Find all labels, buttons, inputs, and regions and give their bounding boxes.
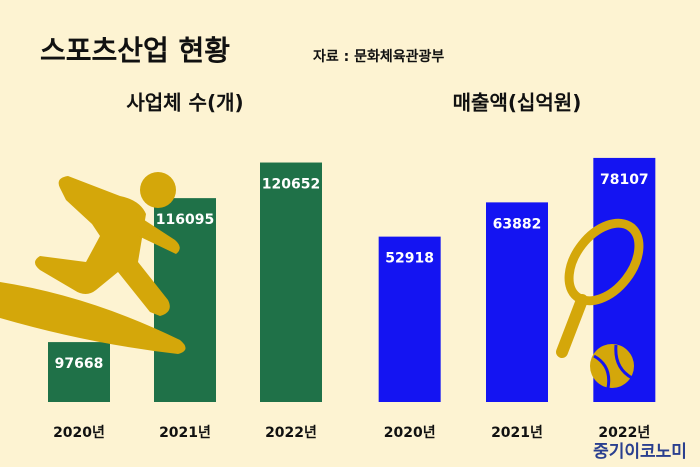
page-title: 스포츠산업 현황 [40, 34, 230, 67]
x-tick-label: 2021년 [491, 425, 543, 441]
bar [486, 202, 548, 402]
bar [48, 342, 110, 402]
value-label: 63882 [493, 216, 542, 232]
bars [48, 157, 656, 402]
x-tick-label: 2022년 [265, 425, 317, 441]
value-label: 52918 [385, 251, 434, 267]
chart-title: 사업체 수(개) [126, 91, 243, 115]
value-label: 116095 [156, 212, 214, 228]
x-tick-label: 2020년 [384, 425, 436, 441]
value-label: 97668 [55, 356, 104, 372]
x-tick-label: 2022년 [598, 425, 650, 441]
source: 자료 : 문화체육관광부 [313, 48, 444, 65]
tennis-icon [556, 218, 644, 389]
value-label: 120652 [262, 177, 320, 193]
x-tick-label: 2021년 [159, 425, 211, 441]
x-tick-label: 2020년 [53, 425, 105, 441]
bar [378, 236, 441, 402]
bar [260, 162, 322, 402]
value-label: 78107 [600, 172, 649, 188]
watermark: 중기이코노미 [593, 442, 687, 462]
snowboarder-icon [0, 172, 186, 354]
chart-title: 매출액(십억원) [453, 91, 582, 115]
